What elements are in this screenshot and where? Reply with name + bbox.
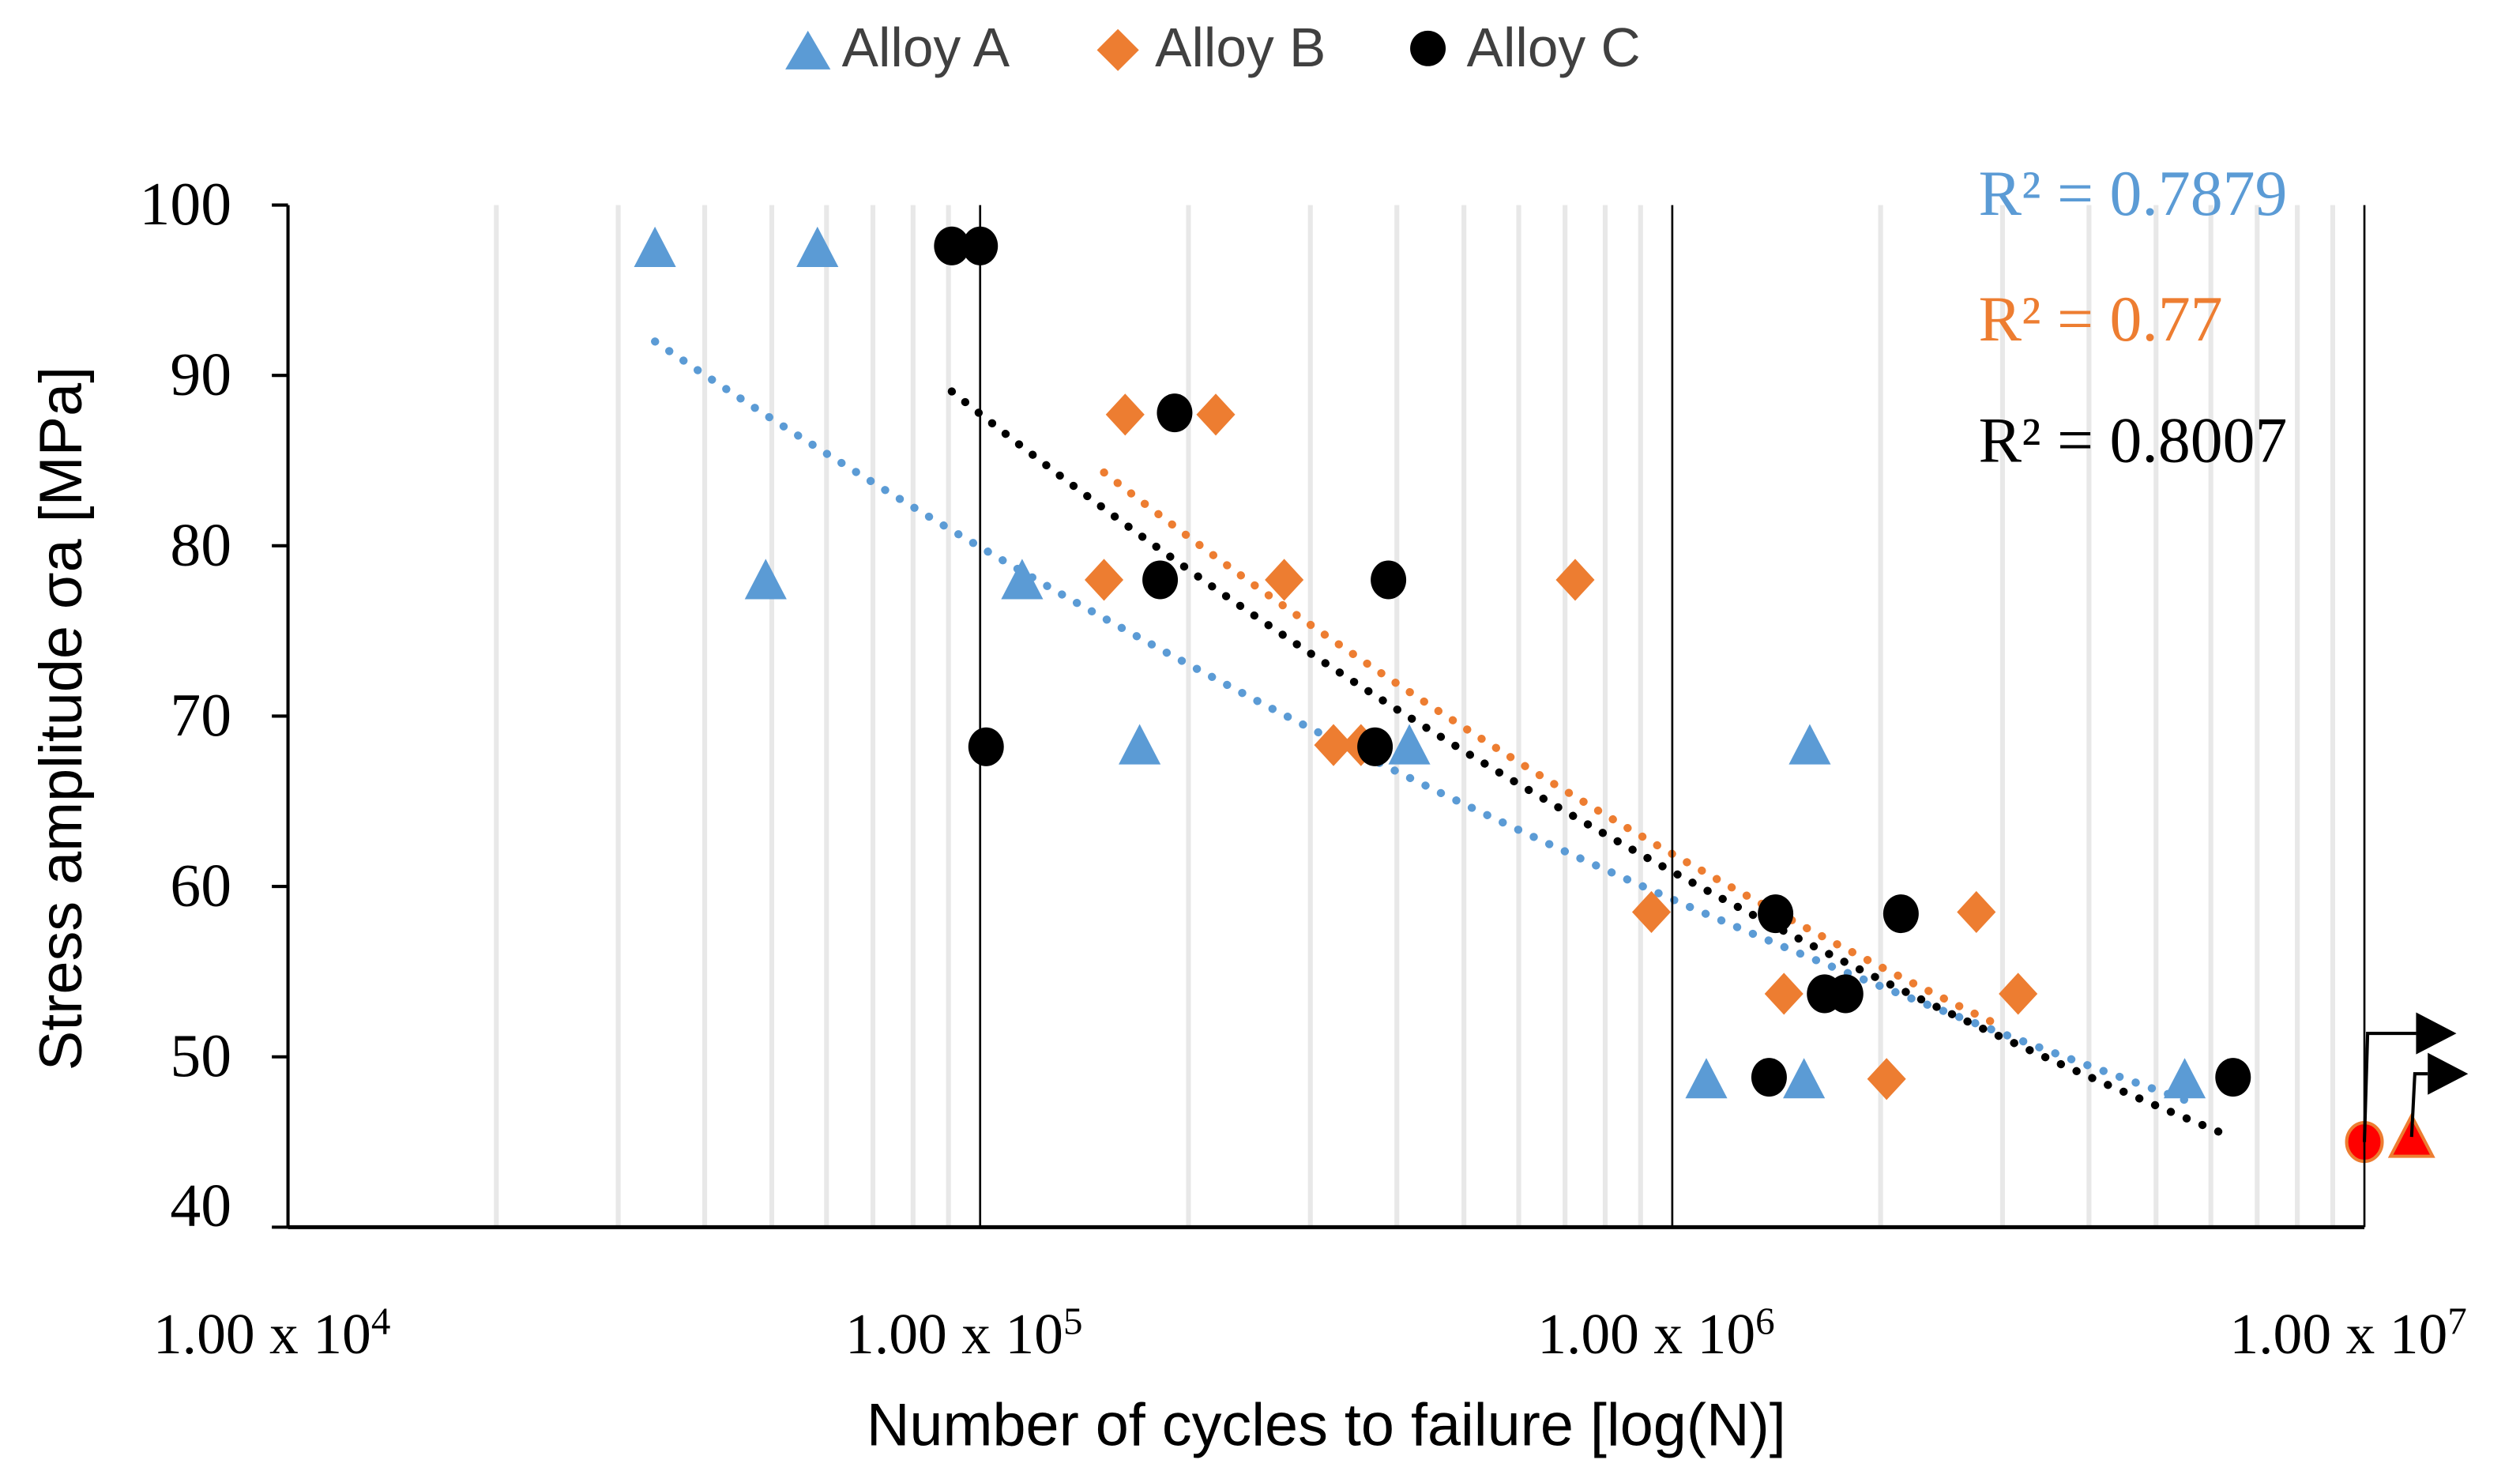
y-tick-label: 100 [140, 170, 231, 238]
data-point-alloy-b [1999, 973, 2038, 1015]
trendline-alloy-b [1100, 468, 2007, 1032]
x-axis-title: Number of cycles to failure [log(N)] [867, 1392, 1786, 1458]
r2-label-alloy-c: R² = 0.8007 [1979, 404, 2288, 476]
data-point-alloy-a [796, 226, 839, 268]
data-point-alloy-c [1751, 1058, 1787, 1097]
data-point-alloy-a [2163, 1058, 2206, 1099]
data-point-alloy-c [1882, 894, 1919, 934]
data-point-alloy-b [1196, 393, 1236, 436]
runout-arrow-line [2362, 1032, 2417, 1142]
data-point-alloy-b [1105, 393, 1145, 436]
y-tick-label: 60 [170, 852, 231, 920]
data-point-alloy-a [744, 559, 787, 600]
data-point-alloy-c [968, 727, 1004, 766]
data-points [634, 226, 2469, 1164]
trendline-alloy-a [651, 337, 2189, 1104]
data-point-alloy-b [1631, 890, 1672, 934]
gridlines [494, 205, 2336, 1228]
x-tick-label: 1.00 x 107 [2229, 1299, 2466, 1366]
data-point-alloy-a [1119, 724, 1161, 765]
y-tick-label: 80 [170, 510, 231, 578]
data-point-alloy-c [1758, 894, 1794, 934]
data-point-alloy-a [1788, 724, 1831, 765]
legend-label-alloy-a: Alloy A [842, 17, 1010, 78]
data-point-alloy-b [1957, 890, 1996, 934]
x-tick-label: 1.00 x 106 [1537, 1299, 1774, 1366]
data-point-alloy-b [1555, 559, 1595, 601]
data-point-alloy-c [2215, 1058, 2251, 1097]
trendlines [651, 337, 2237, 1142]
data-point-alloy-c [1827, 974, 1864, 1014]
data-point-alloy-c [1371, 560, 1407, 600]
data-point-alloy-a [1783, 1058, 1826, 1099]
data-point-alloy-a [634, 226, 676, 268]
legend-marker-alloy-c [1410, 30, 1446, 66]
y-tick-label: 70 [170, 681, 231, 749]
y-tick-label: 50 [170, 1021, 231, 1089]
x-tick-label: 1.00 x 104 [153, 1299, 390, 1366]
legend-marker-alloy-a [785, 30, 831, 70]
data-point-alloy-a [1001, 559, 1044, 600]
runout-arrow-line [2409, 1072, 2428, 1138]
data-point-alloy-c [1357, 727, 1394, 766]
y-axis-title: Stress amplitude σa [MPa] [28, 367, 95, 1070]
legend-label-alloy-c: Alloy C [1467, 17, 1641, 78]
x-tick-label: 1.00 x 105 [845, 1299, 1082, 1366]
data-point-alloy-b [1867, 1058, 1906, 1100]
y-tick-label: 40 [170, 1171, 231, 1239]
legend-label-alloy-b: Alloy B [1155, 17, 1326, 78]
y-tick-label: 90 [170, 340, 231, 408]
axes: 1.00 x 104 1.00 x 105 1.00 x 106 1.00 x 107… [140, 170, 2467, 1366]
data-point-alloy-c [1142, 560, 1179, 600]
runout-arrow-head [2416, 1012, 2457, 1055]
data-point-alloy-b [1085, 559, 1124, 601]
legend-marker-alloy-b [1096, 28, 1139, 71]
data-point-alloy-c [1157, 393, 1193, 433]
legend: Alloy A Alloy B Alloy C [785, 17, 1641, 78]
runout-arrow-head [2428, 1052, 2469, 1095]
data-point-alloy-a [1685, 1058, 1728, 1099]
data-point-alloy-c [934, 226, 970, 265]
data-point-alloy-b [1764, 973, 1803, 1015]
r2-label-alloy-b: R² = 0.77 [1979, 283, 2223, 355]
data-point-alloy-a [1388, 724, 1431, 765]
r2-label-alloy-a: R² = 0.7879 [1979, 157, 2288, 229]
